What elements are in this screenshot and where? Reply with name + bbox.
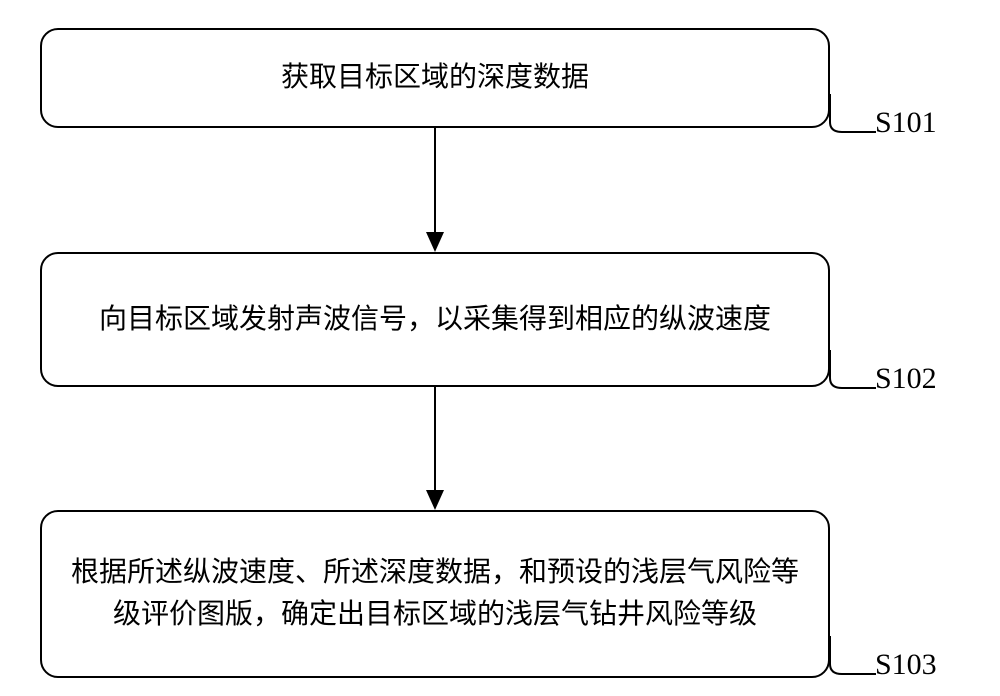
flow-node-3-text: 根据所述纵波速度、所述深度数据，和预设的浅层气风险等级评价图版，确定出目标区域的… xyxy=(62,552,808,636)
flow-node-1-text: 获取目标区域的深度数据 xyxy=(281,57,589,99)
arrow-2-3 xyxy=(423,387,447,512)
flow-node-2: 向目标区域发射声波信号，以采集得到相应的纵波速度 xyxy=(40,252,830,387)
step-label-1: S101 xyxy=(875,106,937,140)
flow-node-3: 根据所述纵波速度、所述深度数据，和预设的浅层气风险等级评价图版，确定出目标区域的… xyxy=(40,510,830,678)
flowchart-canvas: 获取目标区域的深度数据 S101 向目标区域发射声波信号，以采集得到相应的纵波速… xyxy=(0,0,1000,696)
step-label-2: S102 xyxy=(875,362,937,396)
callout-3 xyxy=(828,634,878,684)
callout-2 xyxy=(828,348,878,398)
flow-node-2-text: 向目标区域发射声波信号，以采集得到相应的纵波速度 xyxy=(99,299,771,341)
arrow-1-2 xyxy=(423,128,447,254)
flow-node-1: 获取目标区域的深度数据 xyxy=(40,28,830,128)
callout-1 xyxy=(828,92,878,142)
step-label-3: S103 xyxy=(875,648,937,682)
